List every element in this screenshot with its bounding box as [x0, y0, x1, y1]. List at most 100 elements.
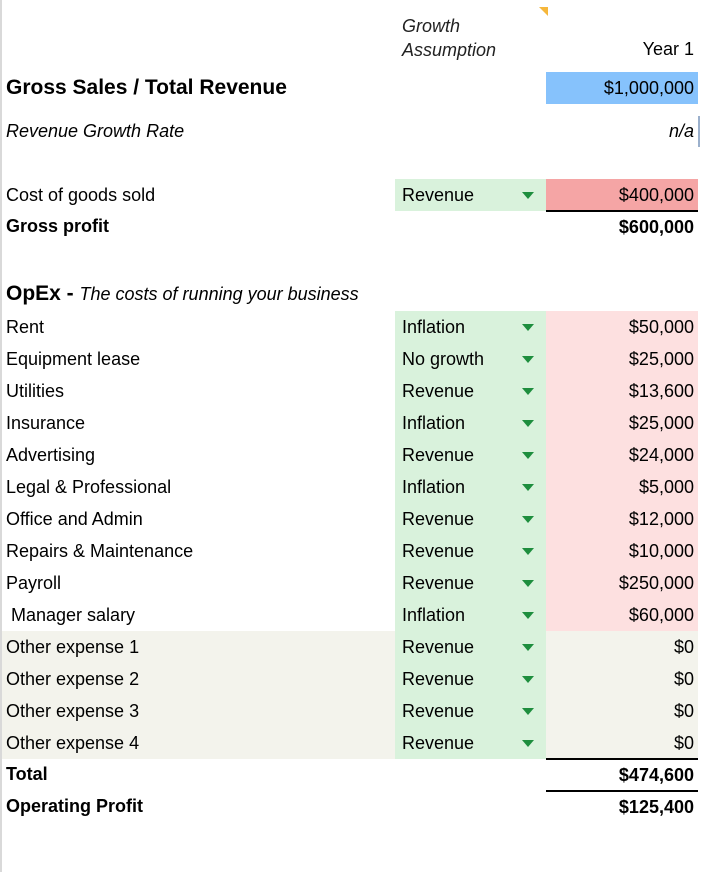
opex-row: Other expense 2 Revenue $0 — [2, 663, 698, 695]
dropdown-arrow-icon[interactable] — [522, 356, 534, 363]
opex-assumption-value: Inflation — [402, 477, 466, 497]
growth-assumption-header[interactable]: Growth Assumption — [402, 16, 497, 60]
opex-row: Insurance Inflation $25,000 — [2, 407, 698, 439]
opex-assumption-value: No growth — [402, 349, 485, 369]
opex-item-value-cell[interactable]: $10,000 — [546, 535, 698, 567]
dropdown-arrow-icon[interactable] — [522, 676, 534, 683]
opex-item-label[interactable]: Rent — [6, 317, 45, 337]
revenue-value-cell[interactable]: $1,000,000 — [546, 72, 698, 104]
opex-assumption-value: Revenue — [402, 509, 475, 529]
opex-assumption-dropdown[interactable]: Revenue — [395, 503, 546, 535]
cogs-assumption-dropdown[interactable]: Revenue — [395, 179, 546, 211]
selected-cell-edge[interactable] — [698, 116, 706, 147]
dropdown-arrow-icon[interactable] — [522, 484, 534, 491]
opex-assumption-value: Revenue — [402, 445, 475, 465]
opex-assumption-dropdown[interactable]: Revenue — [395, 439, 546, 471]
opex-item-label[interactable]: Other expense 3 — [6, 701, 140, 721]
dropdown-arrow-icon[interactable] — [522, 452, 534, 459]
opex-item-value-cell[interactable]: $12,000 — [546, 503, 698, 535]
opex-item-label[interactable]: Utilities — [6, 381, 65, 401]
opex-item-value-cell[interactable]: $5,000 — [546, 471, 698, 503]
opex-assumption-dropdown[interactable]: Revenue — [395, 663, 546, 695]
opex-section-title[interactable]: OpEx - The costs of running your busines… — [6, 282, 359, 305]
gross-profit-label[interactable]: Gross profit — [6, 216, 110, 236]
opex-assumption-dropdown[interactable]: Inflation — [395, 407, 546, 439]
revenue-label[interactable]: Gross Sales / Total Revenue — [6, 76, 287, 99]
comment-indicator-icon[interactable] — [539, 7, 548, 16]
opex-item-value-cell[interactable]: $0 — [673, 701, 694, 721]
opex-assumption-dropdown[interactable]: Revenue — [395, 567, 546, 599]
opex-assumption-dropdown[interactable]: Inflation — [395, 311, 546, 343]
opex-subtitle: The costs of running your business — [79, 284, 359, 304]
opex-item-value-cell[interactable]: $13,600 — [546, 375, 698, 407]
dropdown-arrow-icon[interactable] — [522, 516, 534, 523]
opex-row: Other expense 4 Revenue $0 — [2, 727, 698, 759]
operating-profit-value-cell[interactable]: $125,400 — [546, 790, 698, 822]
opex-item-label[interactable]: Equipment lease — [6, 349, 141, 369]
dropdown-arrow-icon[interactable] — [522, 612, 534, 619]
growth-rate-label[interactable]: Revenue Growth Rate — [6, 121, 185, 141]
total-label[interactable]: Total — [6, 764, 48, 784]
gross-profit-row: Gross profit $600,000 — [0, 210, 706, 242]
dropdown-arrow-icon[interactable] — [522, 740, 534, 747]
opex-assumption-dropdown[interactable]: Revenue — [395, 631, 546, 663]
opex-row: Advertising Revenue $24,000 — [2, 439, 698, 471]
opex-assumption-dropdown[interactable]: Revenue — [395, 375, 546, 407]
year-1-header[interactable]: Year 1 — [642, 39, 694, 59]
gross-profit-value-cell[interactable]: $600,000 — [546, 210, 698, 242]
opex-item-value-cell[interactable]: $50,000 — [546, 311, 698, 343]
opex-item-label[interactable]: Payroll — [6, 573, 62, 593]
opex-assumption-dropdown[interactable]: Revenue — [395, 535, 546, 567]
opex-assumption-value: Revenue — [402, 381, 475, 401]
opex-item-value-cell[interactable]: $0 — [673, 637, 694, 657]
revenue-row: Gross Sales / Total Revenue $1,000,000 — [0, 72, 706, 104]
opex-row: Utilities Revenue $13,600 — [2, 375, 698, 407]
growth-rate-value-cell[interactable]: n/a — [668, 121, 694, 141]
opex-item-label[interactable]: Office and Admin — [6, 509, 143, 529]
opex-row: Payroll Revenue $250,000 — [2, 567, 698, 599]
opex-assumption-dropdown[interactable]: Revenue — [395, 727, 546, 759]
opex-row: Other expense 1 Revenue $0 — [2, 631, 698, 663]
opex-item-label[interactable]: Other expense 1 — [6, 637, 140, 657]
opex-assumption-value: Inflation — [402, 317, 466, 337]
opex-item-label[interactable]: Repairs & Maintenance — [6, 541, 194, 561]
opex-item-label[interactable]: Other expense 4 — [6, 733, 140, 753]
opex-assumption-dropdown[interactable]: Inflation — [395, 471, 546, 503]
dropdown-arrow-icon[interactable] — [522, 708, 534, 715]
opex-assumption-dropdown[interactable]: Revenue — [395, 695, 546, 727]
opex-item-label[interactable]: Legal & Professional — [6, 477, 172, 497]
dropdown-arrow-icon[interactable] — [522, 644, 534, 651]
total-value-cell[interactable]: $474,600 — [546, 758, 698, 790]
opex-assumption-dropdown[interactable]: No growth — [395, 343, 546, 375]
opex-item-label[interactable]: Advertising — [6, 445, 96, 465]
operating-profit-label[interactable]: Operating Profit — [6, 796, 144, 816]
sheet-left-border — [0, 0, 2, 872]
opex-row: Rent Inflation $50,000 — [2, 311, 698, 343]
opex-assumption-value: Revenue — [402, 701, 475, 721]
opex-item-label[interactable]: Insurance — [6, 413, 86, 433]
opex-item-label[interactable]: Other expense 2 — [6, 669, 140, 689]
growth-rate-row: Revenue Growth Rate n/a — [0, 115, 706, 147]
opex-item-value-cell[interactable]: $24,000 — [546, 439, 698, 471]
opex-item-value-cell[interactable]: $25,000 — [546, 407, 698, 439]
operating-profit-row: Operating Profit $125,400 — [0, 790, 706, 822]
opex-item-value-cell[interactable]: $60,000 — [546, 599, 698, 631]
dropdown-arrow-icon[interactable] — [522, 548, 534, 555]
opex-assumption-value: Revenue — [402, 669, 475, 689]
dropdown-arrow-icon[interactable] — [522, 192, 534, 199]
dropdown-arrow-icon[interactable] — [522, 388, 534, 395]
dropdown-arrow-icon[interactable] — [522, 324, 534, 331]
opex-assumption-value: Revenue — [402, 541, 475, 561]
opex-item-label[interactable]: Manager salary — [11, 605, 136, 625]
opex-item-value-cell[interactable]: $25,000 — [546, 343, 698, 375]
cogs-label[interactable]: Cost of goods sold — [6, 185, 156, 205]
cogs-assumption-value: Revenue — [402, 185, 475, 205]
opex-item-value-cell[interactable]: $0 — [673, 733, 694, 753]
dropdown-arrow-icon[interactable] — [522, 580, 534, 587]
opex-item-value-cell[interactable]: $250,000 — [546, 567, 698, 599]
opex-item-value-cell[interactable]: $0 — [673, 669, 694, 689]
dropdown-arrow-icon[interactable] — [522, 420, 534, 427]
opex-assumption-dropdown[interactable]: Inflation — [395, 599, 546, 631]
opex-row: Manager salary Inflation $60,000 — [2, 599, 698, 631]
cogs-value-cell[interactable]: $400,000 — [546, 179, 698, 211]
